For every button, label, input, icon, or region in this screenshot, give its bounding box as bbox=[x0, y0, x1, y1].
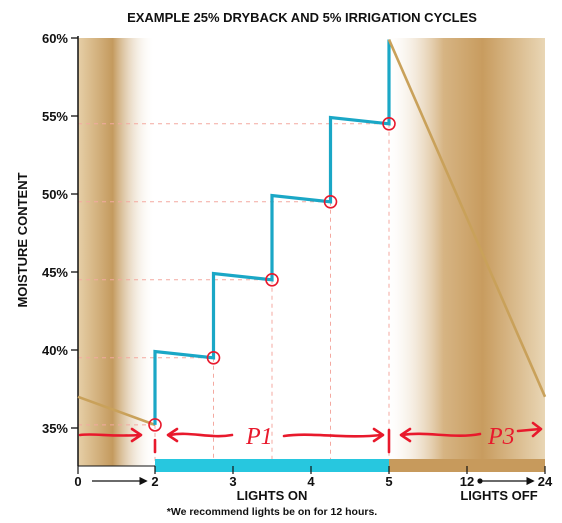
lights-off-shade-left bbox=[78, 38, 155, 466]
chart-title: EXAMPLE 25% DRYBACK AND 5% IRRIGATION CY… bbox=[127, 10, 477, 25]
irrigation-marker bbox=[148, 418, 162, 432]
phase-label-p3: P3 bbox=[487, 424, 515, 450]
y-tick-label: 60% bbox=[42, 31, 68, 46]
lights-off-bar bbox=[389, 459, 545, 472]
annotation-arrow-left-head bbox=[130, 427, 143, 443]
annotation-p1-arrow-left-head bbox=[166, 427, 179, 443]
y-tick-label: 40% bbox=[42, 343, 68, 358]
y-tick-label: 45% bbox=[42, 265, 68, 280]
y-tick-label: 55% bbox=[42, 109, 68, 124]
annotation-p3-arrow-right-head bbox=[531, 421, 543, 438]
y-axis-label: MOISTURE CONTENT bbox=[15, 172, 30, 307]
data-series bbox=[77, 39, 547, 427]
y-tick-label: 35% bbox=[42, 421, 68, 436]
x-tick-label: 24 bbox=[538, 474, 553, 489]
annotation-arrow-left bbox=[78, 433, 142, 437]
irrigation-marker bbox=[323, 195, 338, 209]
x-tick-label: 12 bbox=[460, 474, 474, 489]
annotation-p1-arrow-right bbox=[282, 433, 384, 438]
series-line bbox=[387, 39, 547, 398]
x-tick-label: 2 bbox=[151, 474, 158, 489]
irrigation-markers bbox=[148, 117, 396, 432]
x-label-lights-on: LIGHTS ON bbox=[237, 488, 308, 503]
x-tick-label: 3 bbox=[229, 474, 236, 489]
footnote: *We recommend lights be on for 12 hours. bbox=[167, 506, 378, 518]
annotation-p1-arrow-right-head bbox=[372, 427, 385, 443]
irrigation-marker bbox=[206, 350, 221, 365]
x-ticks: 0 2 3 4 5 12 24 bbox=[74, 466, 553, 489]
x-tick-label: 0 bbox=[74, 474, 81, 489]
annotation-p3-arrow-left bbox=[401, 432, 482, 437]
x-label-lights-off: LIGHTS OFF bbox=[460, 488, 537, 503]
irrigation-marker bbox=[382, 117, 396, 131]
phase-annotations bbox=[78, 421, 543, 454]
lights-off-shade-right bbox=[389, 38, 545, 466]
series-line bbox=[153, 39, 391, 425]
annotation-p3-arrow-right bbox=[516, 427, 542, 433]
phase-label-p1: P1 bbox=[245, 424, 273, 450]
x-tick-label: 5 bbox=[385, 474, 392, 489]
series-line bbox=[77, 395, 156, 427]
annotation-p3-arrow-left-head bbox=[399, 427, 412, 443]
annotation-p1-arrow-left bbox=[168, 432, 234, 438]
lights-on-bar bbox=[155, 459, 389, 472]
irrigation-marker bbox=[265, 272, 279, 287]
guide-lines bbox=[78, 123, 390, 466]
y-ticks: 35% 40% 45% 50% 55% 60% bbox=[42, 31, 78, 436]
y-tick-label: 50% bbox=[42, 187, 68, 202]
x-tick-label: 4 bbox=[307, 474, 315, 489]
